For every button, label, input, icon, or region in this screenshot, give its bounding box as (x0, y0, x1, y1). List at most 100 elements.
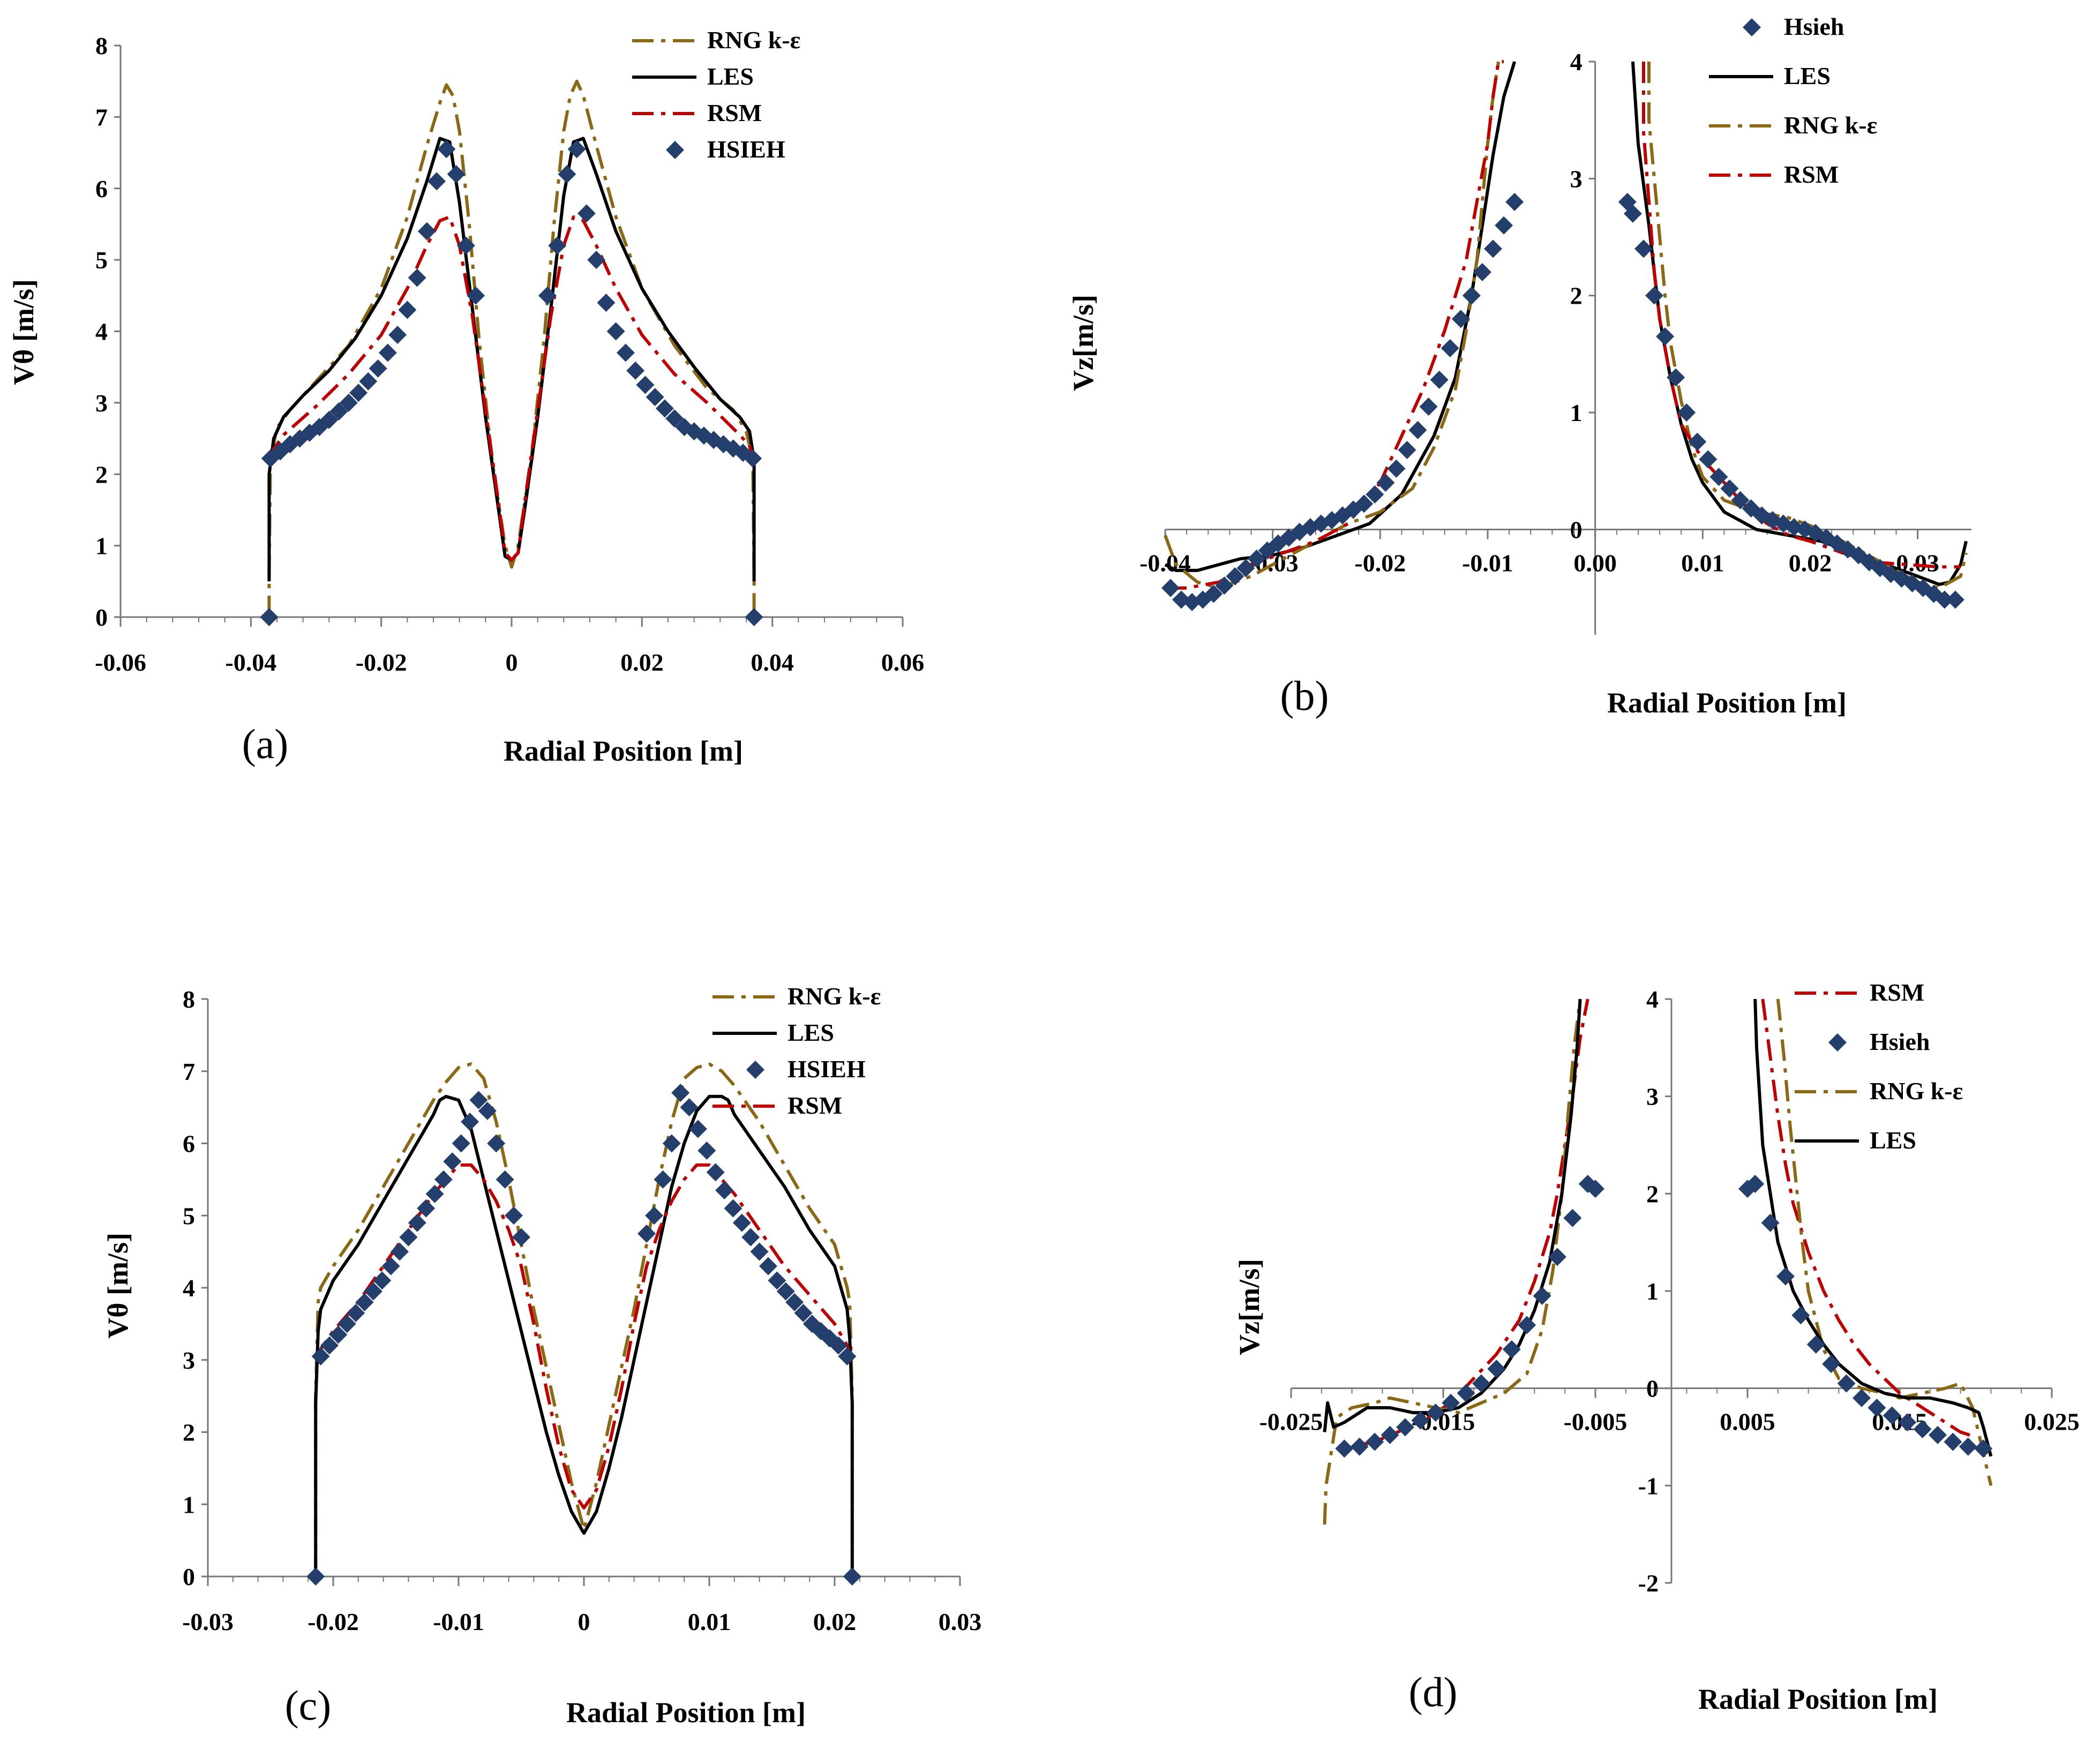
point-hsieh-d (1776, 1267, 1795, 1286)
point-hsieh-d (1586, 1180, 1604, 1198)
point-hsieh-a (606, 322, 625, 341)
point-hsieh-b (1688, 432, 1707, 451)
point-hsieh-a (616, 343, 635, 362)
x-tick-label-a--0-04: -0.04 (225, 649, 276, 676)
point-hsieh-c (373, 1271, 392, 1290)
x-tick-label-c--0-01: -0.01 (433, 1608, 484, 1635)
point-hsieh-a (636, 376, 655, 394)
legend-label-rng-d: RNG k-ε (1870, 1077, 1963, 1105)
point-hsieh-b (1355, 494, 1374, 513)
point-hsieh-d (1882, 1406, 1901, 1425)
y-axis-label-d: Vz[m/s] (1233, 1259, 1265, 1355)
point-hsieh-a (398, 301, 417, 319)
series-line-rng-d-right (1776, 998, 1993, 1486)
y-axis-label-c: Vθ [m/s] (102, 1233, 134, 1339)
point-hsieh-c (504, 1206, 523, 1225)
x-tick-label-b-0-02: 0.02 (1789, 549, 1832, 576)
point-hsieh-c (785, 1293, 804, 1311)
x-tick-label-c-0: 0 (578, 1608, 590, 1635)
point-hsieh-b (1634, 239, 1653, 258)
x-tick-label-a--0-02: -0.02 (356, 649, 407, 676)
point-hsieh-b (1462, 286, 1481, 305)
point-hsieh-c (391, 1242, 409, 1261)
point-hsieh-d (1852, 1388, 1871, 1407)
point-hsieh-d (1457, 1384, 1475, 1402)
point-hsieh-b (1623, 204, 1642, 223)
point-hsieh-c (425, 1184, 444, 1203)
point-hsieh-d (1806, 1335, 1825, 1354)
point-hsieh-c (706, 1163, 725, 1182)
series-line-rsm-c (314, 1163, 854, 1510)
point-hsieh-c (671, 1084, 690, 1102)
point-hsieh-c (338, 1315, 356, 1333)
legend-label-rng-a: RNG k-ε (707, 26, 800, 54)
point-hsieh-c (347, 1304, 365, 1323)
legend-label-les-c: LES (788, 1019, 834, 1046)
x-tick-label-c-0-02: 0.02 (813, 1608, 857, 1635)
y-tick-label-a-3: 3 (95, 389, 108, 417)
legend-marker-hsieh-d (1828, 1033, 1847, 1052)
y-tick-label-d-1: 1 (1646, 1278, 1659, 1305)
point-hsieh-c (306, 1567, 325, 1586)
point-hsieh-a (626, 361, 645, 380)
panel-label-b: (b) (1280, 672, 1329, 719)
point-hsieh-a (359, 372, 378, 391)
point-hsieh-c (698, 1141, 716, 1160)
legend-label-rsm-c: RSM (788, 1092, 842, 1119)
point-hsieh-b (1505, 193, 1524, 212)
point-hsieh-c (311, 1347, 330, 1366)
point-hsieh-b (1677, 403, 1696, 422)
legend-marker-hsieh-a (666, 141, 684, 159)
x-tick-label-b--0-01: -0.01 (1462, 549, 1513, 576)
point-hsieh-a (349, 384, 368, 402)
point-hsieh-c (680, 1098, 699, 1117)
legend-marker-hsieh-b (1743, 18, 1761, 36)
point-hsieh-b (1484, 239, 1503, 258)
point-hsieh-c (364, 1282, 382, 1301)
point-hsieh-d (1929, 1425, 1947, 1444)
point-hsieh-d (1396, 1418, 1414, 1437)
legend-label-hsieh-a: HSIEH (707, 136, 785, 163)
point-hsieh-a (567, 140, 586, 159)
point-hsieh-c (329, 1325, 348, 1344)
x-tick-label-c-0-03: 0.03 (939, 1608, 982, 1635)
point-hsieh-c (829, 1336, 848, 1355)
point-hsieh-b (1366, 485, 1384, 504)
series-line-rsm-b (1165, 60, 1504, 590)
point-hsieh-d (1868, 1399, 1886, 1417)
point-hsieh-b (1935, 590, 1954, 609)
point-hsieh-b (1946, 590, 1964, 609)
point-hsieh-c (381, 1257, 400, 1275)
point-hsieh-b (1419, 397, 1438, 416)
x-axis-label-a: Radial Position [m] (504, 735, 743, 767)
point-hsieh-c (724, 1199, 742, 1218)
x-tick-label-a-0-02: 0.02 (620, 649, 664, 676)
point-hsieh-c (320, 1336, 339, 1355)
point-hsieh-b (1645, 286, 1664, 305)
point-hsieh-d (1381, 1425, 1399, 1444)
point-hsieh-d (1913, 1420, 1932, 1438)
point-hsieh-a (456, 236, 475, 255)
point-hsieh-a (745, 608, 763, 626)
legend-label-les-b: LES (1784, 62, 1831, 89)
series-line-rng-c (314, 1062, 854, 1576)
y-tick-label-c-8: 8 (183, 986, 195, 1013)
point-hsieh-d (1442, 1393, 1460, 1412)
series-line-les-b (1164, 61, 1517, 572)
point-hsieh-c (843, 1567, 861, 1586)
x-tick-label-d-0-025: 0.025 (2024, 1408, 2080, 1436)
point-hsieh-b (1161, 579, 1180, 597)
y-axis-label-a: Vθ [m/s] (8, 279, 40, 385)
point-hsieh-b (1473, 263, 1491, 282)
point-hsieh-b (1226, 567, 1244, 585)
point-hsieh-a (558, 165, 576, 184)
point-hsieh-a (339, 393, 358, 412)
point-hsieh-c (794, 1304, 813, 1323)
legend-label-rsm-a: RSM (707, 99, 762, 126)
point-hsieh-c (732, 1213, 751, 1232)
point-hsieh-b (1709, 468, 1728, 486)
point-hsieh-b (1398, 440, 1416, 459)
y-tick-label-a-8: 8 (95, 32, 108, 59)
point-hsieh-b (1376, 474, 1395, 492)
point-hsieh-c (512, 1228, 530, 1247)
